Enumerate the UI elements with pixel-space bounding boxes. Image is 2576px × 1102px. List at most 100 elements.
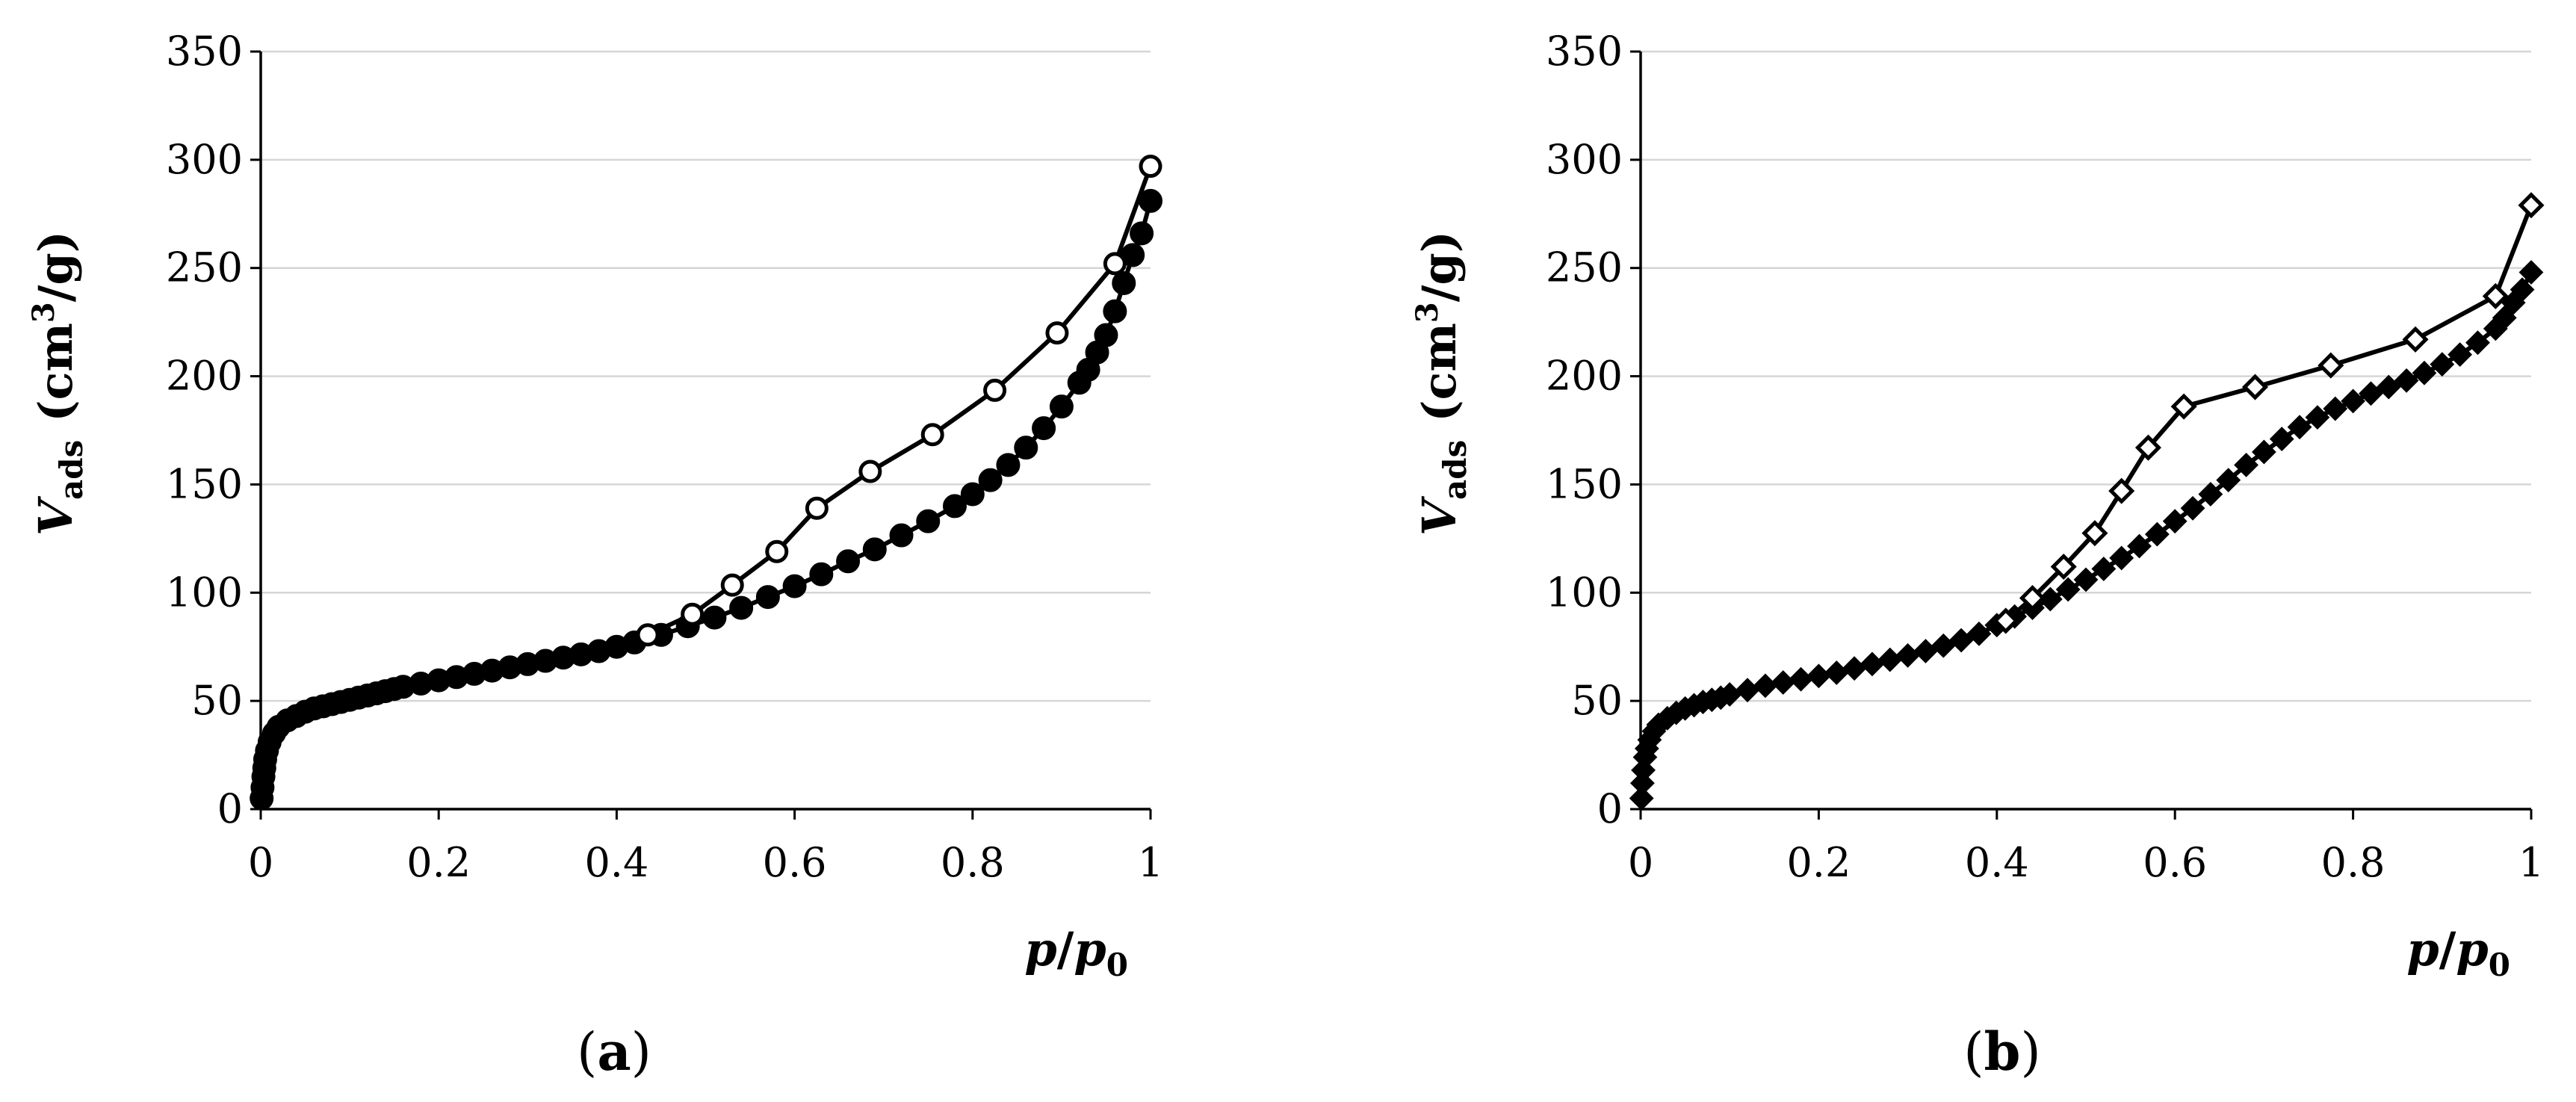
panel-b-adsorption-point-27 (1931, 633, 1956, 658)
panel-a-adsorption-point-47 (942, 494, 967, 519)
panel-a-x-tick-label-0: 0 (248, 839, 273, 886)
panel-a-adsorption-point-45 (889, 523, 914, 548)
panel-a-adsorption-point-58 (1103, 299, 1127, 324)
panel-b-adsorption-point-21 (1824, 660, 1849, 685)
panel-b-desorption-point-5 (2170, 393, 2197, 420)
panel-b-desorption-markers (1993, 192, 2545, 634)
panel-a-adsorption-point-50 (996, 453, 1021, 477)
panel-b-adsorption-point-34 (2055, 577, 2081, 602)
panel-b-adsorption-point-50 (2341, 389, 2366, 414)
panel-b-adsorption-point-54 (2412, 360, 2437, 386)
panel-b-x-tick-label-4: 0.8 (2321, 839, 2385, 886)
panel-a-adsorption-point-61 (1130, 221, 1154, 246)
panel-b-adsorption-point-45 (2251, 439, 2276, 465)
panel-b-adsorption-point-25 (1895, 643, 1921, 668)
panel-b-adsorption-point-55 (2430, 352, 2455, 377)
panel-a-ylabel: Vads(cm3/g) (26, 231, 90, 536)
panel-b-adsorption-point-53 (2394, 368, 2419, 393)
panel-a-caption: (a) (577, 1021, 651, 1083)
panel-b-adsorption-point-43 (2216, 468, 2241, 493)
panel-b-adsorption-point-26 (1913, 639, 1938, 663)
panel-a-adsorption-point-41 (782, 574, 807, 598)
panel-b-y-tick-label-200: 200 (1546, 353, 1623, 400)
panel-b-desorption-point-10 (2019, 584, 2046, 612)
panel-a-y-tick-label-100: 100 (166, 569, 243, 616)
panel-b-adsorption-point-56 (2447, 342, 2473, 368)
panel-a-adsorption-point-46 (916, 509, 941, 533)
panel-a-desorption-point-3 (983, 378, 1007, 402)
panel-a-desorption-point-6 (805, 496, 829, 520)
panel-a-axes (250, 50, 1152, 820)
panel-a-adsorption-point-51 (1014, 436, 1038, 460)
panel-a-adsorption-point-39 (729, 595, 754, 620)
panel-b-xlabel: p/p0 (2406, 922, 2510, 983)
panel-b-adsorption-point-52 (2376, 374, 2401, 400)
panel-a-gridlines (261, 50, 1151, 702)
panel-a-desorption-point-9 (681, 602, 705, 626)
panel-b-adsorption-point-22 (1842, 656, 1867, 681)
panel-a-adsorption-point-42 (809, 562, 834, 586)
panel-a-adsorption-point-49 (978, 468, 1003, 492)
panel-b-desorption-point-6 (2134, 434, 2161, 461)
panel-b-adsorption-point-49 (2323, 396, 2348, 421)
panel-b-gridlines (1641, 50, 2531, 702)
panel-b-adsorption-point-28 (1948, 628, 1974, 653)
panel-a-adsorption-point-57 (1094, 323, 1118, 347)
panel-a-adsorption-point-53 (1049, 394, 1074, 419)
panel-b-adsorption-point-29 (1966, 621, 1992, 646)
panel-a-x-tick-label-1: 0.2 (406, 839, 471, 886)
panel-b-desorption-point-7 (2108, 477, 2135, 504)
panel-a-adsorption-point-52 (1032, 416, 1056, 441)
panel-b-x-tick-label-5: 1 (2518, 839, 2544, 886)
panel-b-x-tick-label-3: 0.6 (2143, 839, 2207, 886)
panel-b-y-tick-label-100: 100 (1546, 569, 1623, 616)
panel-b-desorption-point-8 (2081, 520, 2108, 547)
panel-a-adsorption-point-59 (1112, 270, 1136, 295)
panel-b-y-tick-label-0: 0 (1597, 785, 1623, 832)
panel-a-y-tick-label-300: 300 (166, 136, 243, 183)
panel-b-adsorption-point-19 (1789, 666, 1813, 692)
panel-b-desorption-point-9 (2050, 553, 2077, 581)
panel-b-x-tick-label-2: 0.4 (1965, 839, 2029, 886)
panel-a-adsorption-point-38 (702, 605, 727, 630)
panel-b-adsorption-point-62 (2518, 260, 2544, 285)
panel-a-x-tick-label-4: 0.8 (941, 839, 1005, 886)
panel-b-adsorption-point-36 (2091, 557, 2117, 581)
panel-b-adsorption-point-23 (1860, 651, 1885, 677)
panel-b-x-tick-label-1: 0.2 (1786, 839, 1851, 886)
panel-a: 0 50 100 150 200 250 300 350 0 0.2 0.4 0.6 0.8 1 Vads… (26, 28, 1163, 1083)
panel-b-adsorption-point-46 (2269, 427, 2294, 452)
panel-b-adsorption-point-20 (1806, 663, 1831, 689)
panel-b-adsorption-point-42 (2198, 482, 2223, 507)
panel-b-desorption-point-3 (2318, 352, 2344, 379)
panel-b-adsorption-point-61 (2510, 277, 2535, 303)
panel-b-ylabel: Vads(cm3/g) (1410, 231, 1473, 536)
panel-a-desorption-point-2 (1045, 321, 1069, 345)
panel-b-adsorption-point-37 (2109, 545, 2134, 571)
panel-a-y-tick-label-0: 0 (217, 785, 243, 832)
panel-a-adsorption-markers (250, 188, 1162, 811)
panel-b-adsorption-point-41 (2180, 495, 2205, 521)
panel-a-y-tick-label-50: 50 (191, 677, 243, 724)
panel-b-adsorption-point-40 (2162, 509, 2188, 534)
panel-b-adsorption-point-51 (2359, 381, 2383, 406)
panel-b-adsorption-point-17 (1753, 673, 1778, 699)
panel-b-adsorption-markers (1629, 260, 2544, 811)
panel-a-y-tick-label-150: 150 (166, 460, 243, 507)
panel-b-adsorption-point-16 (1735, 678, 1760, 703)
panel-a-adsorption-point-43 (836, 549, 861, 574)
panel-b-desorption-point-1 (2482, 282, 2509, 309)
panel-b-adsorption-point-47 (2287, 415, 2312, 440)
panel-a-adsorption-point-40 (755, 585, 780, 610)
panel-a-series (250, 155, 1162, 811)
panel-b-desorption-point-11 (1993, 607, 2019, 634)
panel-a-x-tick-label-3: 0.6 (763, 839, 827, 886)
panel-a-adsorption-point-44 (862, 537, 887, 562)
panel-b-y-tick-label-50: 50 (1571, 677, 1623, 724)
panel-b-desorption-point-0 (2518, 192, 2545, 219)
panel-a-desorption-point-0 (1139, 155, 1162, 179)
panel-b-adsorption-point-18 (1771, 670, 1796, 695)
panel-a-desorption-point-4 (920, 423, 944, 447)
panel-b-y-tick-label-150: 150 (1546, 460, 1623, 507)
panel-b: 0 50 100 150 200 250 300 350 0 0.2 0.4 0.6 0.8 1 Vads… (1410, 28, 2545, 1083)
